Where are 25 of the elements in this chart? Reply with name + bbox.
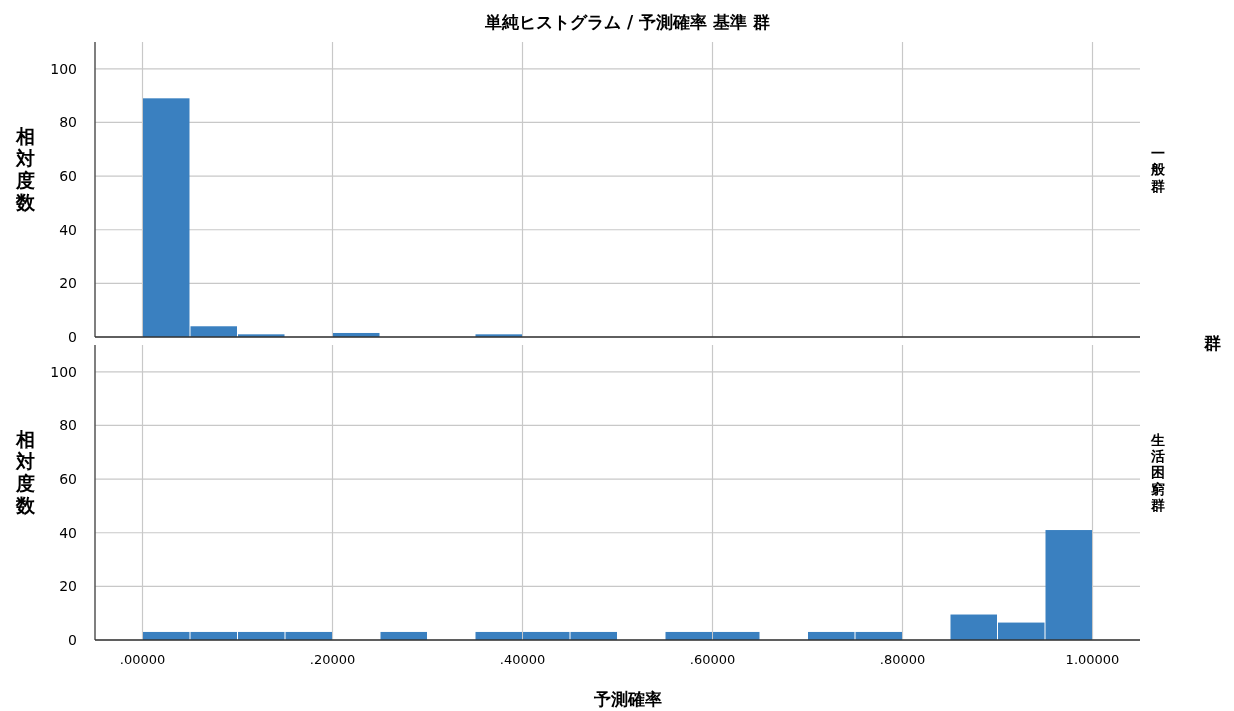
y-axis-title: 相対度数 — [14, 125, 36, 213]
y-tick-label: 100 — [50, 363, 77, 380]
x-tick-label: .80000 — [879, 652, 926, 667]
y-tick-label: 100 — [50, 60, 77, 77]
y-tick-label: 80 — [59, 114, 77, 131]
chart-title: 単純ヒストグラム / 予測確率 基準 群 — [484, 12, 770, 32]
y-tick-label: 20 — [59, 578, 77, 595]
y-axis-title: 相対度数 — [14, 428, 36, 516]
x-axis-title: 予測確率 — [592, 689, 662, 709]
y-tick-label: 20 — [59, 275, 77, 292]
y-tick-label: 60 — [59, 168, 77, 185]
y-tick-label: 40 — [59, 221, 77, 238]
x-tick-label: 1.00000 — [1065, 652, 1120, 667]
x-tick-label: .00000 — [119, 652, 166, 667]
text: 群 — [1202, 333, 1221, 353]
x-tick-label: .40000 — [499, 652, 546, 667]
y-tick-label: 0 — [68, 329, 77, 345]
x-tick-label: .60000 — [689, 652, 736, 667]
y-tick-label: 40 — [59, 524, 77, 541]
y2-axis-title: 生活困窮群 — [1150, 432, 1165, 513]
y2-axis-title: 一般群 — [1150, 145, 1166, 194]
y-tick-label: 80 — [59, 417, 77, 434]
y-tick-label: 60 — [59, 471, 77, 488]
x-tick-label: .20000 — [309, 652, 356, 667]
y-tick-label: 0 — [68, 632, 77, 648]
